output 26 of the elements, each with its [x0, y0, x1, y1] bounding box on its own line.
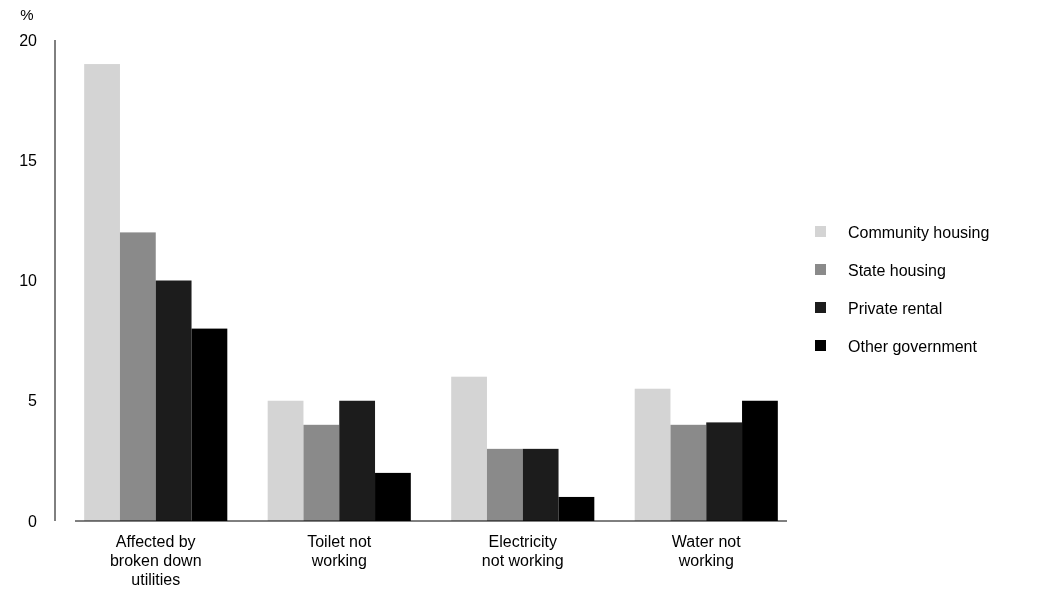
bar — [339, 400, 376, 521]
x-tick-label: Electricity not working — [481, 533, 564, 569]
bar — [155, 280, 192, 521]
y-tick-label: 5 — [28, 392, 38, 410]
x-tick-label: Water not working — [671, 533, 742, 569]
bar — [119, 232, 156, 521]
x-tick-label: Toilet not working — [307, 533, 372, 569]
y-tick-label: 10 — [19, 272, 38, 290]
bar — [634, 388, 671, 521]
x-tick-label: Affected by broken down utilities — [109, 533, 202, 588]
legend-label: Community housing — [848, 223, 990, 241]
legend-label: State housing — [848, 261, 946, 279]
y-tick-label: 0 — [28, 512, 38, 530]
bar — [486, 448, 523, 521]
bar — [522, 448, 559, 521]
bar — [267, 400, 304, 521]
y-tick-label: 20 — [19, 31, 38, 49]
bar — [84, 64, 120, 521]
legend-label: Private rental — [848, 299, 943, 317]
bar — [706, 422, 743, 521]
y-tick-label: 15 — [19, 151, 38, 169]
bar — [670, 424, 707, 521]
bar — [451, 376, 487, 521]
y-axis-title: % — [20, 6, 34, 23]
legend-label: Other government — [848, 337, 978, 355]
bar — [303, 424, 340, 521]
